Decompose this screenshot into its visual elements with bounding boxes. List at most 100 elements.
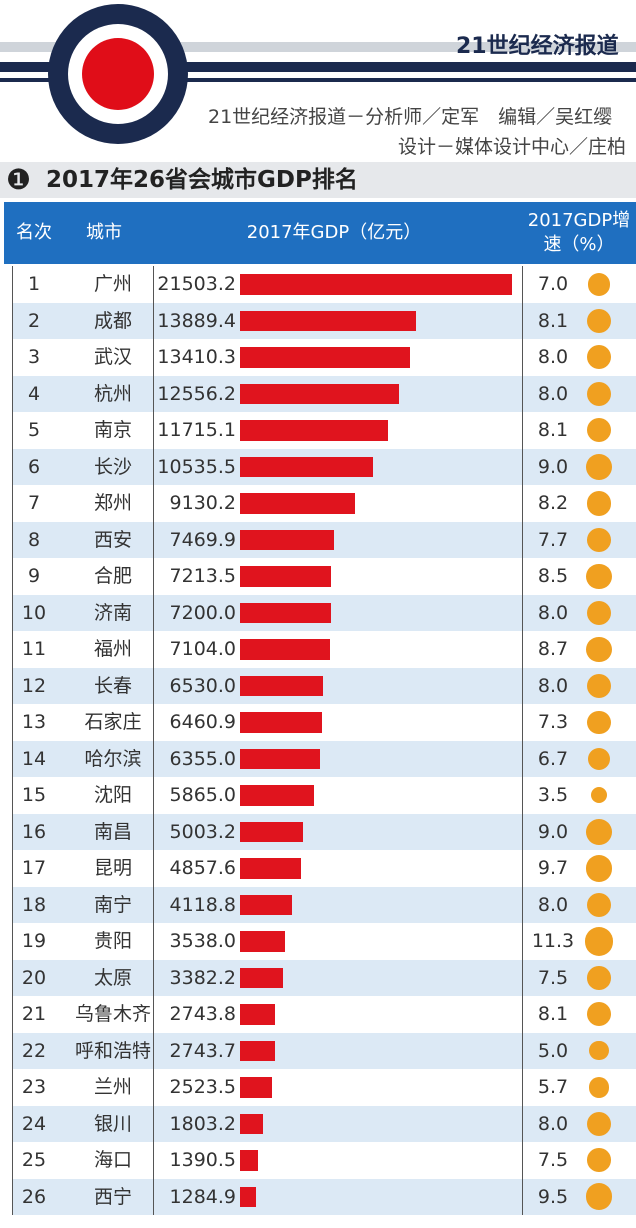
city: 银川 bbox=[93, 1112, 132, 1135]
city: 济南 bbox=[93, 601, 132, 624]
rank: 5 bbox=[27, 419, 41, 441]
city: 合肥 bbox=[93, 565, 132, 587]
value-label: 9130.2 bbox=[169, 492, 236, 514]
title-bar: ❶ 2017年26省会城市GDP排名 bbox=[0, 162, 636, 198]
value-label: 13410.3 bbox=[157, 346, 236, 368]
growth-label: 8.0 bbox=[537, 674, 569, 697]
city: 南京 bbox=[93, 419, 132, 441]
growth-dot bbox=[586, 600, 612, 625]
row-bg bbox=[12, 1069, 636, 1106]
growth-dot bbox=[587, 527, 611, 552]
value-label: 13889.4 bbox=[157, 309, 236, 332]
growth-dot bbox=[588, 1076, 610, 1098]
value-label: 21503.2 bbox=[157, 273, 236, 295]
row-bg bbox=[12, 1178, 636, 1215]
value-label: 3538.0 bbox=[169, 930, 236, 952]
growth-label: 8.0 bbox=[537, 1112, 569, 1135]
city: 杭州 bbox=[93, 382, 132, 405]
column-header: 2017GDP增速（%） bbox=[527, 210, 631, 255]
growth-label: 5.7 bbox=[537, 1076, 569, 1098]
rank: 15 bbox=[21, 784, 47, 806]
value-label: 10535.5 bbox=[157, 455, 236, 478]
growth-dot bbox=[586, 563, 612, 589]
growth-label: 8.1 bbox=[537, 419, 569, 441]
city: 乌鲁木齐 bbox=[74, 1003, 151, 1025]
growth-dot bbox=[590, 787, 608, 804]
growth-dot bbox=[586, 892, 612, 917]
rank: 10 bbox=[21, 601, 47, 624]
divider bbox=[12, 266, 13, 1215]
row-bg bbox=[12, 813, 636, 850]
city: 郑州 bbox=[93, 492, 132, 514]
section-number: ❶ bbox=[6, 163, 32, 196]
bar bbox=[240, 1186, 257, 1207]
growth-dot bbox=[586, 1002, 612, 1027]
rank: 16 bbox=[21, 820, 47, 843]
rank: 19 bbox=[21, 930, 47, 952]
rank: 26 bbox=[21, 1185, 47, 1208]
city: 太原 bbox=[93, 966, 132, 989]
rank: 22 bbox=[21, 1039, 47, 1062]
growth-label: 8.0 bbox=[537, 893, 569, 916]
city: 贵阳 bbox=[93, 930, 132, 952]
rank: 21 bbox=[21, 1003, 47, 1025]
city: 南宁 bbox=[93, 893, 132, 916]
divider bbox=[522, 266, 523, 1215]
rank: 11 bbox=[21, 638, 47, 660]
bar bbox=[240, 712, 322, 733]
city: 西安 bbox=[93, 528, 132, 551]
rank: 2 bbox=[27, 309, 41, 332]
value-label: 2743.7 bbox=[169, 1039, 236, 1062]
rank: 4 bbox=[27, 382, 41, 405]
rank: 25 bbox=[21, 1149, 47, 1171]
value-label: 4118.8 bbox=[169, 893, 236, 916]
growth-label: 5.0 bbox=[537, 1039, 569, 1062]
table-body: 1 广州 21503.2 7.0 2 成都 13889.4 8.1 3 武汉 13410.3 8.0 4… bbox=[0, 266, 636, 1216]
bar bbox=[240, 639, 330, 660]
growth-dot bbox=[589, 1041, 609, 1061]
city: 沈阳 bbox=[93, 784, 132, 806]
bar bbox=[240, 529, 335, 550]
bar bbox=[240, 310, 416, 331]
rank: 9 bbox=[27, 565, 41, 587]
rank: 12 bbox=[21, 674, 47, 697]
growth-label: 8.0 bbox=[537, 382, 569, 405]
bar bbox=[240, 1004, 275, 1025]
city: 武汉 bbox=[93, 346, 132, 368]
growth-dot bbox=[586, 818, 612, 845]
value-label: 7213.5 bbox=[169, 565, 236, 587]
column-header: 名次 bbox=[16, 222, 52, 243]
city: 西宁 bbox=[93, 1185, 132, 1208]
city: 哈尔滨 bbox=[84, 747, 142, 770]
header: 21世纪经济报道 21世纪经济报道－分析师／定军 编辑／吴红缨 设计－媒体设计中… bbox=[0, 0, 636, 160]
rank: 24 bbox=[21, 1112, 47, 1135]
column-header: 2017年GDP（亿元） bbox=[246, 222, 422, 243]
brand: 21世纪经济报道 bbox=[456, 34, 619, 59]
credit: 21世纪经济报道－分析师／定军 编辑／吴红缨 bbox=[208, 106, 613, 128]
growth-label: 6.7 bbox=[537, 747, 569, 770]
value-label: 2743.8 bbox=[169, 1003, 236, 1025]
bar bbox=[240, 1113, 263, 1134]
growth-label: 7.0 bbox=[537, 273, 569, 295]
bar bbox=[240, 675, 323, 696]
growth-label: 7.7 bbox=[537, 528, 569, 551]
bar bbox=[240, 274, 512, 295]
value-label: 1803.2 bbox=[169, 1112, 236, 1135]
growth-label: 8.5 bbox=[537, 565, 569, 587]
row-bg bbox=[12, 923, 636, 960]
row-bg bbox=[12, 996, 636, 1033]
growth-dot bbox=[587, 710, 611, 734]
rank: 13 bbox=[21, 711, 47, 733]
growth-dot bbox=[586, 308, 612, 333]
growth-dot bbox=[586, 636, 612, 662]
value-label: 4857.6 bbox=[169, 857, 236, 879]
bar bbox=[240, 1150, 258, 1171]
growth-label: 7.5 bbox=[537, 1149, 569, 1171]
growth-dot bbox=[586, 381, 612, 406]
rank: 20 bbox=[21, 966, 47, 989]
credit: 设计－媒体设计中心／庄柏 bbox=[398, 136, 627, 158]
city: 长沙 bbox=[93, 455, 132, 478]
growth-label: 11.3 bbox=[531, 930, 575, 952]
rank: 8 bbox=[27, 528, 41, 551]
